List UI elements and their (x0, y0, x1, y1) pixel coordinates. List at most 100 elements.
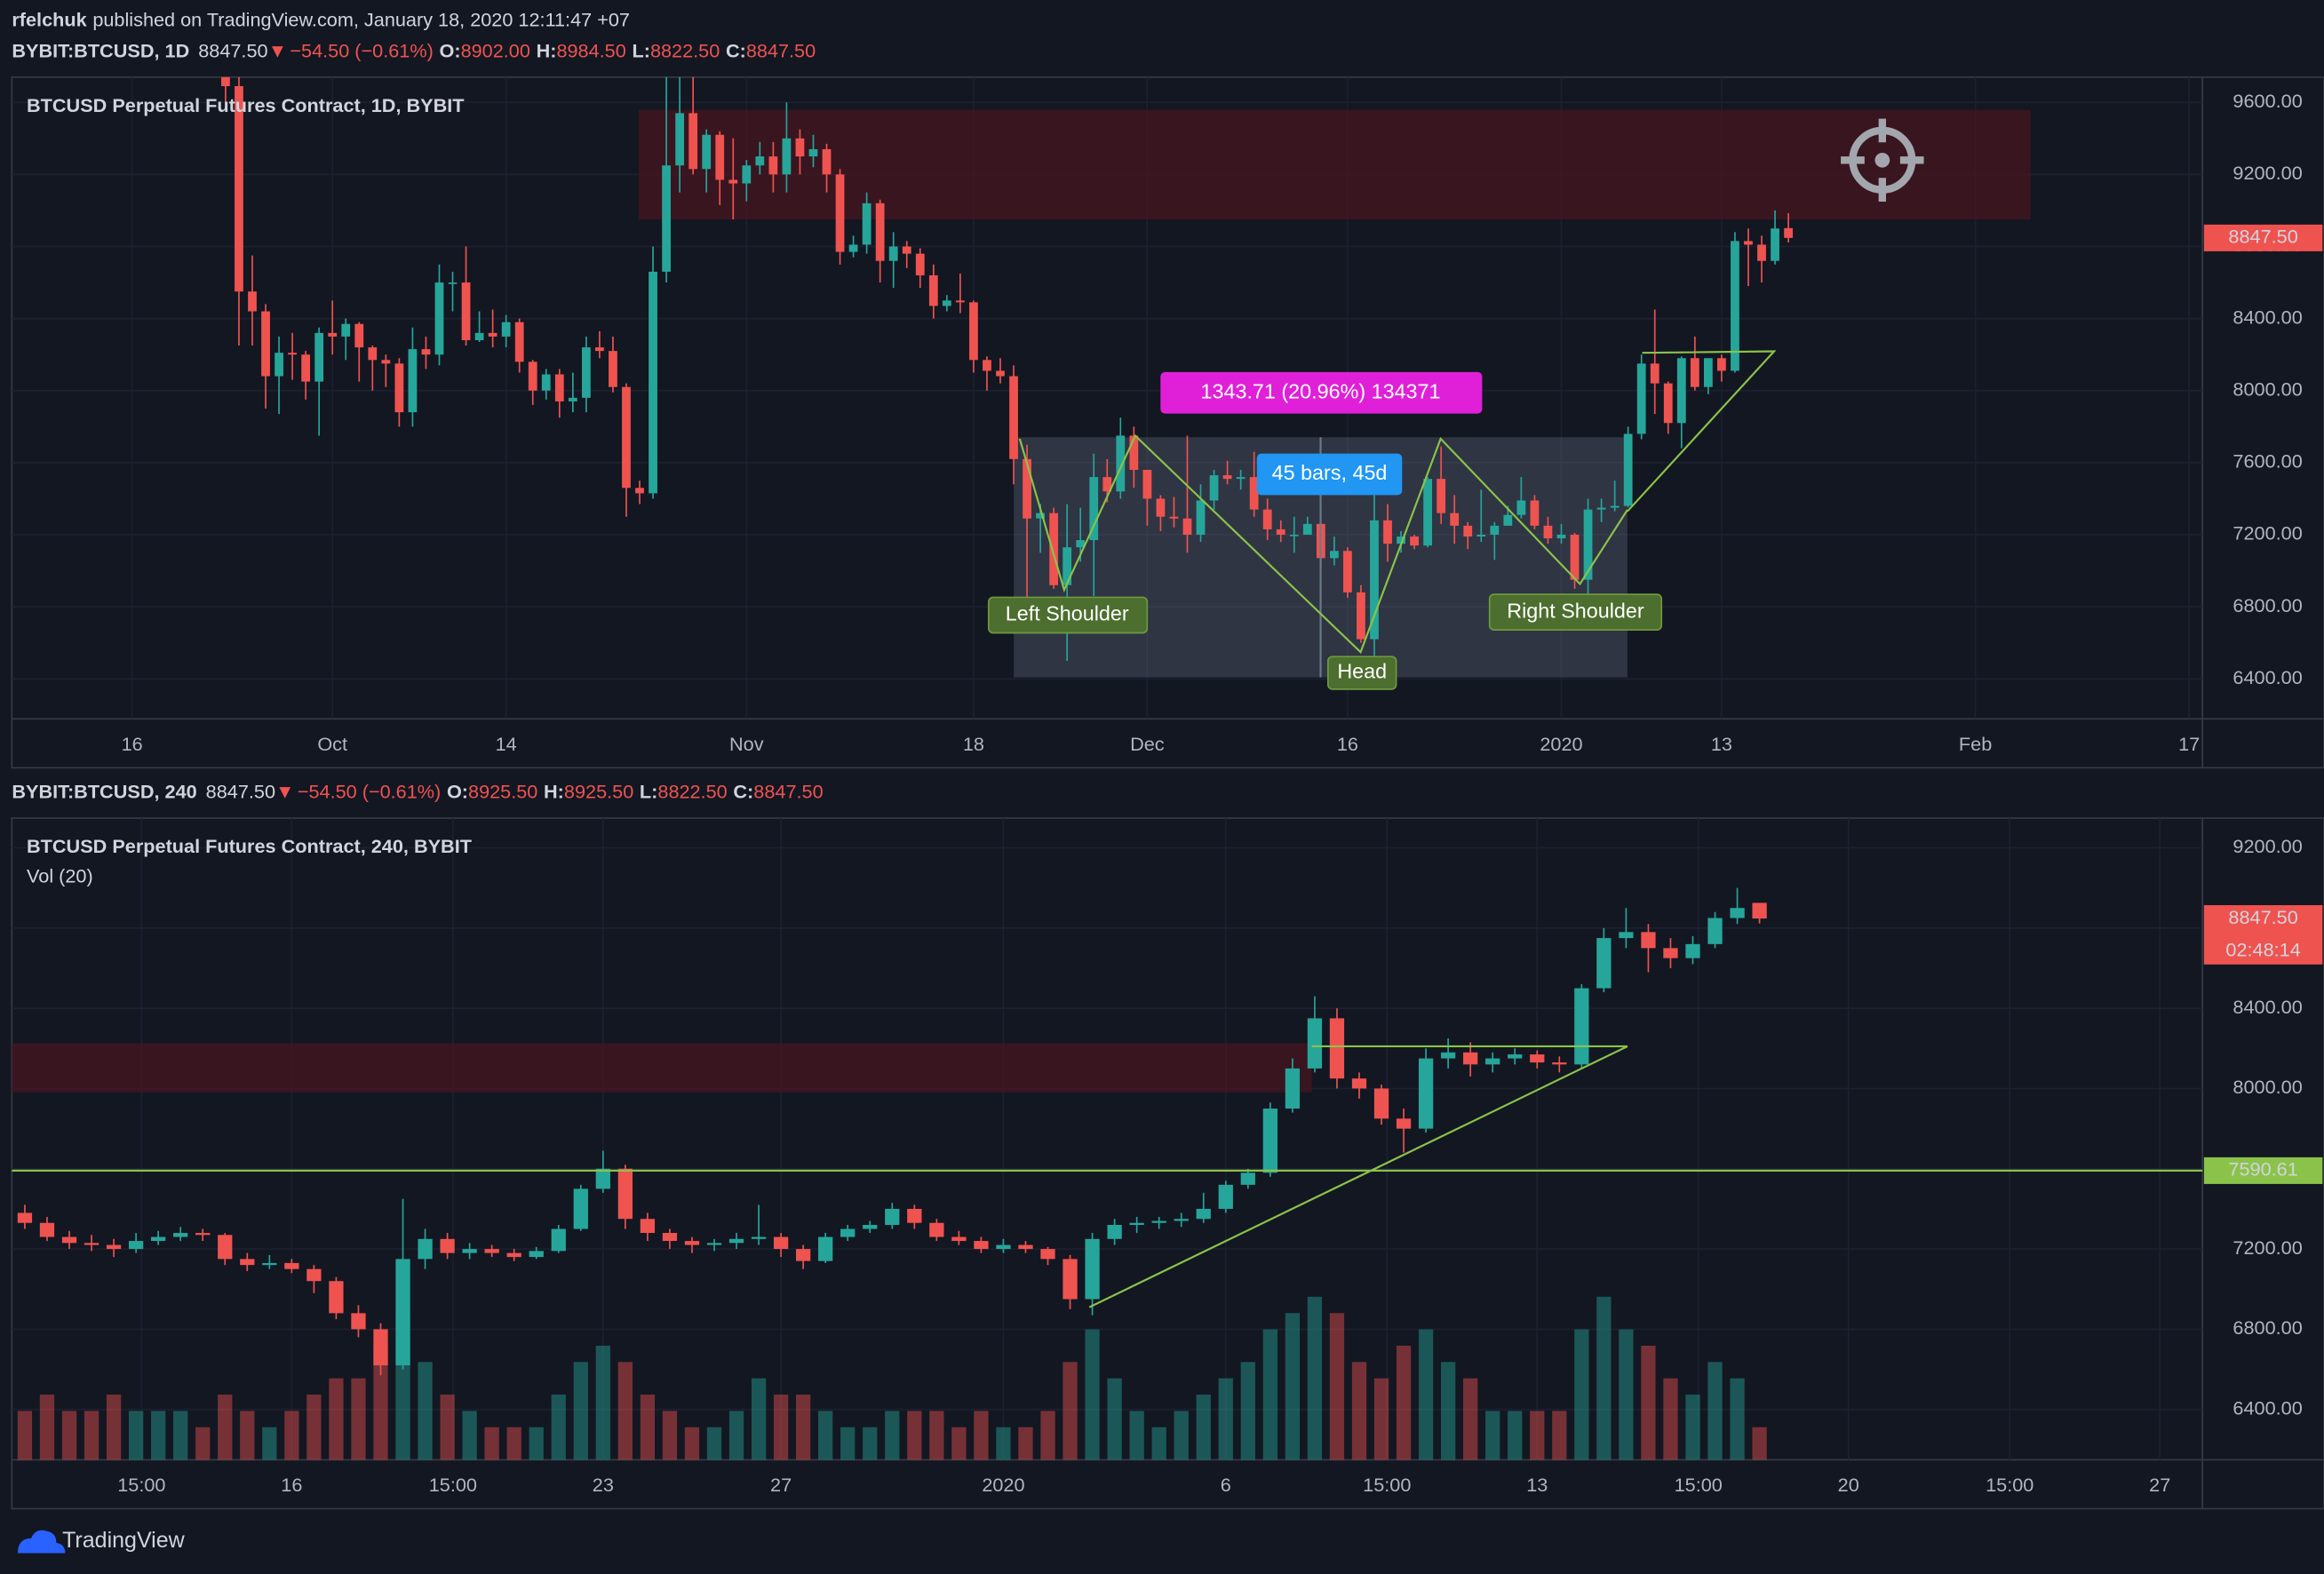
legend-change: −54.50 (−0.61%) (298, 780, 441, 802)
volume-bar (1307, 1296, 1323, 1460)
volume-bar (84, 1411, 99, 1460)
candle-body (1222, 475, 1232, 480)
legend-symbol: BYBIT:BTCUSD, 240 (12, 780, 196, 802)
candle-body (1530, 500, 1540, 526)
candle-body (1089, 477, 1099, 541)
volume-bar (551, 1395, 566, 1460)
candle-body (1530, 1054, 1545, 1063)
price-label: 7590.61 (2228, 1158, 2297, 1180)
candle-body (902, 246, 911, 254)
x-tick-label: 16 (122, 733, 143, 755)
volume-bar (418, 1362, 433, 1460)
candle-body (1262, 1109, 1277, 1173)
volume-bar (773, 1395, 789, 1460)
volume-bar (484, 1427, 499, 1460)
callout-bg (1327, 656, 1397, 690)
candle-body (341, 323, 351, 337)
x-tick-label: 13 (1526, 1474, 1548, 1496)
callout: Head (1337, 660, 1387, 683)
legend-ohlc-value: 8925.50 (468, 780, 537, 802)
volume-bar (662, 1411, 678, 1460)
callout: Left Shoulder (1006, 602, 1129, 625)
x-tick-label: 15:00 (1363, 1474, 1411, 1496)
volume-bar (1596, 1296, 1612, 1460)
legend-ohlc-label: C: (726, 39, 746, 61)
volume-bar (573, 1362, 588, 1460)
candle-body (354, 323, 364, 348)
axes: 9600.009200.008800.008400.008000.007600.… (117, 90, 2323, 1496)
volume-bar (706, 1427, 722, 1460)
candle-body (715, 134, 725, 180)
volume-bar (929, 1411, 944, 1460)
candle-body (1262, 509, 1272, 529)
volume-bar (218, 1395, 233, 1460)
candle-body (728, 1238, 744, 1244)
candle-body (942, 300, 951, 306)
candle-body (461, 282, 471, 340)
volume-bar (373, 1345, 388, 1460)
legend-line: BYBIT:BTCUSD, 1D 8847.50▼ −54.50 (−0.61%) O… (12, 39, 816, 61)
volume-bar (1418, 1329, 1434, 1460)
volume-bar (17, 1411, 33, 1460)
candle-body (595, 1168, 610, 1189)
candle-body (796, 1249, 811, 1261)
candle-body (84, 1243, 99, 1245)
range-label: 45 bars, 45d (1272, 461, 1388, 484)
x-tick-label: 27 (2149, 1474, 2170, 1496)
candle-body (1574, 988, 1589, 1065)
candle-body (768, 156, 778, 175)
y-tick-label: 7200.00 (2232, 1236, 2302, 1259)
candle-body (128, 1241, 144, 1250)
candle-body (1129, 435, 1139, 470)
y-tick-label: 8400.00 (2232, 306, 2302, 328)
volume-bar (617, 1362, 633, 1460)
legend-line: BYBIT:BTCUSD, 240 8847.50▼ −54.50 (−0.61%)… (12, 780, 823, 802)
legend-ohlc-label: O: (447, 780, 468, 802)
y-tick-label: 7200.00 (2232, 522, 2302, 545)
volume-bar (106, 1395, 122, 1460)
candle-body (39, 1222, 55, 1237)
candle-body (822, 148, 832, 175)
legend-arrow: ▼ (275, 780, 294, 802)
candle-body (773, 1236, 789, 1250)
candle-body (462, 1249, 477, 1253)
volume-bar (262, 1427, 277, 1460)
volume-bar (885, 1411, 900, 1460)
publish-info: published on TradingView.com, January 18… (92, 8, 630, 30)
candle-body (448, 282, 458, 284)
volume-bar (1174, 1411, 1189, 1460)
volume-bar (1440, 1362, 1456, 1460)
candle-body (795, 138, 805, 157)
measure-label: 1343.71 (20.96%) 134371 (1201, 379, 1441, 402)
volume-bar (684, 1427, 700, 1460)
candle-body (622, 386, 631, 489)
candle-body (248, 291, 257, 312)
price-label-bg (2203, 905, 2323, 965)
candle-body (983, 360, 991, 371)
volume-bar (1351, 1362, 1367, 1460)
candle-body (1357, 592, 1365, 640)
triangle-line (1627, 350, 1777, 513)
legend-ohlc-label: C: (733, 780, 753, 802)
x-tick-label: 2020 (1540, 733, 1582, 755)
volume-bar (1508, 1411, 1523, 1460)
volume-bar (1641, 1345, 1656, 1460)
candle-body (1040, 1249, 1055, 1260)
candle-body (1610, 505, 1620, 508)
candle-body (835, 174, 845, 252)
legend-ohlc-value: 8902.00 (461, 39, 530, 61)
legend-ohlc-label: H: (544, 780, 564, 802)
candle-body (1240, 1173, 1255, 1185)
candle-body (1450, 513, 1460, 526)
legend-arrow: ▼ (268, 39, 287, 61)
legend-ohlc-value: 8925.50 (564, 780, 633, 802)
candle-body (955, 300, 965, 303)
volume-bar (440, 1395, 455, 1460)
candle-body (1107, 1225, 1122, 1239)
candle-body (848, 244, 858, 252)
candle-body (1351, 1078, 1367, 1089)
candle-body (974, 1241, 989, 1250)
candle-body (1329, 551, 1339, 559)
